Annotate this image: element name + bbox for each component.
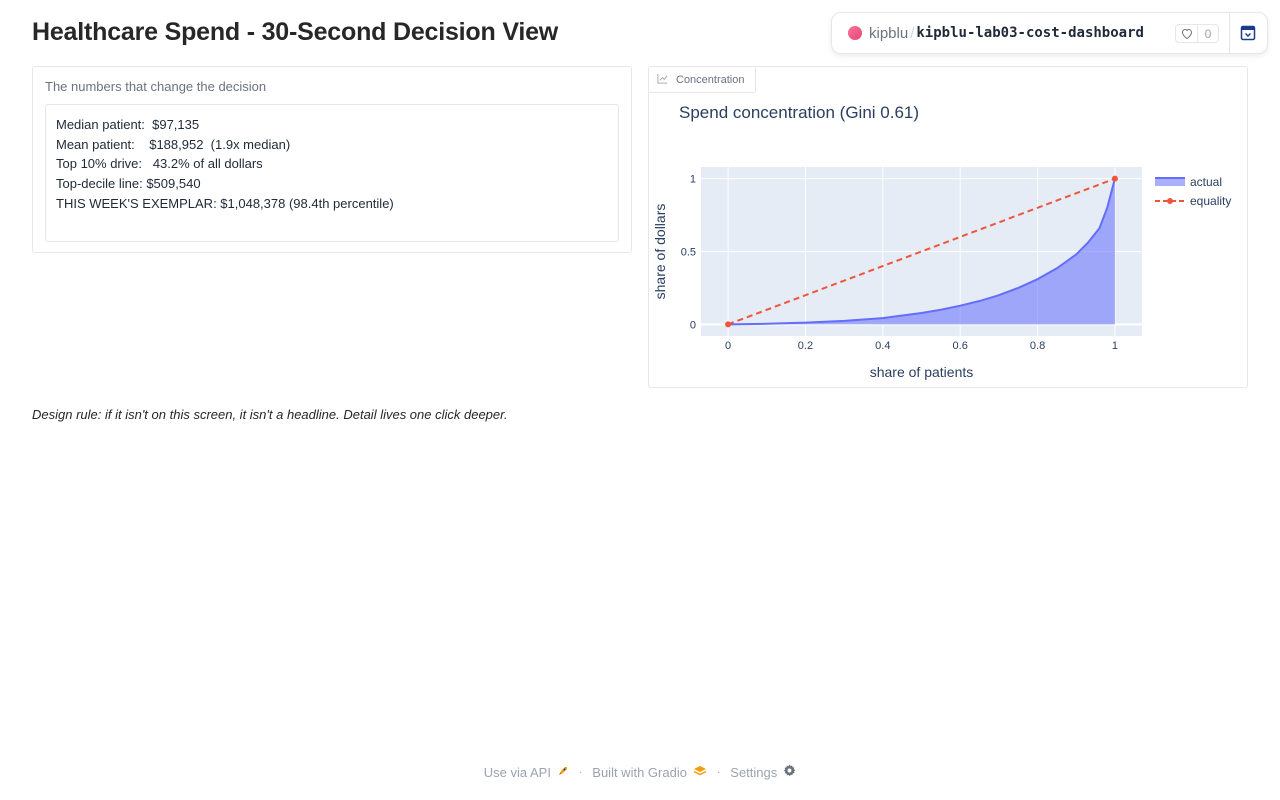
page-title: Healthcare Spend - 30-Second Decision Vi… bbox=[32, 18, 559, 46]
x-tick-label: 0.8 bbox=[1030, 340, 1045, 352]
x-tick-label: 0.6 bbox=[953, 340, 968, 352]
footer-separator: · bbox=[578, 766, 583, 778]
footer: Use via API · Built with Gradio · Settin… bbox=[0, 764, 1280, 780]
settings-link[interactable]: Settings bbox=[730, 764, 796, 780]
x-axis-label: share of patients bbox=[870, 364, 974, 380]
stat-exemplar: THIS WEEK'S EXEMPLAR: $1,048,378 (98.4th… bbox=[56, 195, 394, 211]
stats-panel: The numbers that change the decision Med… bbox=[32, 66, 632, 253]
settings-label: Settings bbox=[730, 764, 778, 780]
y-tick-label: 1 bbox=[690, 174, 696, 186]
concentration-chart[interactable]: 0 0.2 0.4 0.6 0.8 1 0 0.5 1 Spend concentration (… bbox=[649, 67, 1249, 389]
x-tick-label: 1 bbox=[1112, 340, 1118, 352]
series-actual-line bbox=[728, 178, 1116, 326]
space-header-badge: kipblu / kipblu-lab03-cost-dashboard 0 bbox=[831, 12, 1268, 54]
legend-label-equality: equality bbox=[1190, 194, 1231, 208]
y-tick-label: 0 bbox=[690, 319, 696, 331]
y-tick-label: 0.5 bbox=[681, 247, 696, 259]
use-via-api-label: Use via API bbox=[483, 764, 551, 780]
footer-separator-2: · bbox=[716, 766, 721, 778]
gradio-logo-icon bbox=[693, 765, 707, 780]
built-with-gradio-label: Built with Gradio bbox=[592, 764, 687, 780]
plot-panel: 0 0.2 0.4 0.6 0.8 1 0 0.5 1 Spend concentration (… bbox=[648, 66, 1248, 388]
like-button[interactable]: 0 bbox=[1175, 24, 1219, 43]
x-tick-label: 0.2 bbox=[798, 340, 813, 352]
design-note: Design rule: if it isn't on this screen,… bbox=[32, 407, 508, 422]
stat-top-decile: Top-decile line: $509,540 bbox=[56, 176, 201, 192]
like-count: 0 bbox=[1204, 26, 1212, 41]
stats-label: The numbers that change the decision bbox=[45, 79, 267, 94]
built-with-gradio-link[interactable]: Built with Gradio bbox=[592, 765, 707, 780]
stat-mean: Mean patient: $188,952 (1.9x median) bbox=[56, 136, 291, 152]
space-owner-link[interactable]: kipblu bbox=[869, 24, 909, 42]
header-divider bbox=[1229, 13, 1230, 53]
x-tick-label: 0.4 bbox=[875, 340, 890, 352]
plot-tab-text: Concentration bbox=[676, 73, 745, 86]
chart-title: Spend concentration (Gini 0.61) bbox=[679, 103, 919, 122]
space-repo-link[interactable]: kipblu-lab03-cost-dashboard bbox=[916, 25, 1144, 41]
gear-icon bbox=[783, 764, 796, 780]
series-actual-area bbox=[728, 178, 1115, 325]
use-via-api-link[interactable]: Use via API bbox=[484, 765, 569, 780]
y-axis-label: share of dollars bbox=[652, 204, 668, 300]
space-avatar-icon bbox=[848, 26, 862, 40]
stat-top10: Top 10% drive: 43.2% of all dollars bbox=[56, 156, 263, 172]
legend-swatch-actual bbox=[1155, 178, 1185, 186]
embed-icon[interactable] bbox=[1240, 25, 1256, 46]
heart-icon bbox=[1176, 25, 1198, 42]
equality-point bbox=[1111, 175, 1118, 182]
stats-textbox[interactable]: Median patient: $97,135 Mean patient: $1… bbox=[45, 104, 619, 242]
rocket-icon bbox=[557, 765, 569, 780]
space-path-separator: / bbox=[910, 24, 915, 42]
series-equality-line bbox=[727, 177, 1116, 326]
plot-tab-label: Concentration bbox=[649, 67, 756, 93]
chart-icon bbox=[657, 73, 676, 87]
legend-label-actual: actual bbox=[1190, 175, 1222, 189]
legend-marker-equality bbox=[1167, 198, 1173, 204]
x-tick-label: 0 bbox=[725, 340, 731, 352]
stat-median: Median patient: $97,135 bbox=[56, 117, 200, 132]
equality-point bbox=[725, 321, 732, 328]
